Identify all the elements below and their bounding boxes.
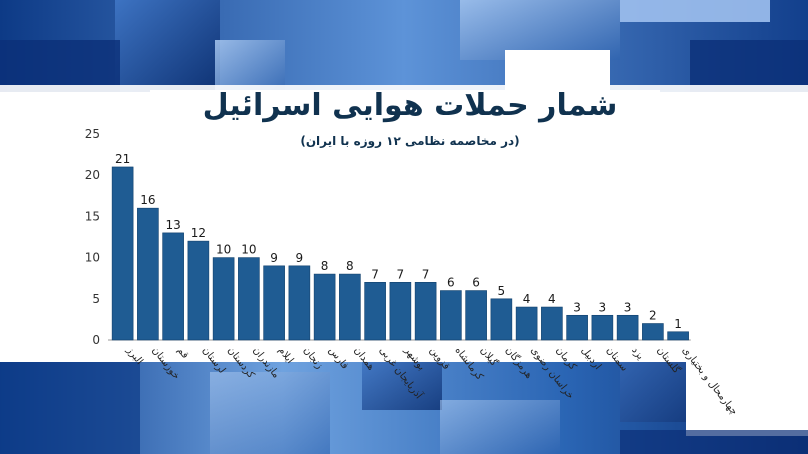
data-label: 10 — [216, 243, 231, 257]
category-label: بوشهر — [401, 344, 427, 372]
category-label: یزد — [629, 345, 646, 362]
bar — [339, 273, 361, 341]
y-tick-label: 20 — [85, 168, 100, 182]
category-label: زنجان — [301, 345, 325, 371]
bar — [288, 265, 311, 341]
bar — [465, 290, 487, 341]
y-tick-label: 0 — [92, 333, 100, 347]
bar — [187, 240, 210, 341]
category-label: سمنان — [604, 345, 630, 374]
data-label: 2 — [649, 309, 657, 323]
bar — [515, 306, 538, 341]
category-label: قزوین — [427, 345, 452, 372]
category-label: آذربایجان غربی — [377, 344, 427, 402]
y-tick-label: 15 — [85, 209, 100, 223]
data-label: 4 — [548, 292, 556, 306]
bar — [212, 257, 235, 341]
category-label: اردبیل — [579, 345, 603, 372]
category-label: گلستان — [655, 344, 683, 376]
data-label: 3 — [599, 300, 607, 314]
bar — [263, 265, 285, 341]
bar — [238, 257, 260, 341]
bar — [162, 232, 184, 341]
data-label: 9 — [296, 251, 304, 265]
category-label: البرز — [124, 344, 145, 367]
data-label: 3 — [624, 300, 632, 314]
data-label: 13 — [165, 218, 180, 232]
data-label: 5 — [498, 284, 506, 298]
data-label: 10 — [241, 243, 256, 257]
chart-subtitle: (در مخاصمه نظامی ۱۲ روزه با ایران) — [300, 134, 520, 148]
bar — [490, 298, 513, 341]
category-label: چهارمحال و بختیاری — [680, 345, 740, 417]
category-label: همدان — [352, 345, 377, 373]
data-label: 4 — [523, 292, 531, 306]
category-label: لرستان — [200, 345, 227, 376]
bar — [111, 166, 134, 341]
chart-title: شمار حملات هوایی اسرائیل — [202, 88, 618, 123]
bar — [389, 282, 412, 341]
category-label: فارس — [326, 345, 350, 372]
data-label: 3 — [573, 300, 581, 314]
bar — [591, 314, 614, 341]
bar — [616, 314, 639, 341]
bar — [541, 306, 563, 341]
bar — [642, 323, 664, 341]
data-label: 7 — [371, 267, 379, 281]
bar — [364, 282, 386, 341]
category-label: گیلان — [478, 344, 501, 368]
data-label: 8 — [346, 259, 354, 273]
data-label: 7 — [422, 267, 430, 281]
category-label: کرمان — [554, 345, 579, 372]
y-tick-label: 10 — [85, 251, 100, 265]
data-label: 12 — [191, 226, 206, 240]
bar — [313, 273, 336, 341]
data-label: 6 — [447, 276, 455, 290]
data-label: 1 — [674, 317, 682, 331]
bar — [137, 207, 159, 341]
category-label: قم — [175, 345, 191, 361]
y-tick-label: 25 — [85, 127, 100, 141]
data-label: 7 — [397, 267, 405, 281]
data-label: 16 — [140, 193, 155, 207]
bar — [414, 282, 437, 341]
bar — [667, 331, 689, 341]
data-label: 9 — [270, 251, 278, 265]
bar — [566, 314, 588, 341]
data-label: 6 — [472, 276, 480, 290]
category-label: ایلام — [276, 345, 296, 366]
data-label: 21 — [115, 152, 130, 166]
y-tick-label: 5 — [92, 292, 100, 306]
bar — [440, 290, 462, 341]
data-label: 8 — [321, 259, 329, 273]
